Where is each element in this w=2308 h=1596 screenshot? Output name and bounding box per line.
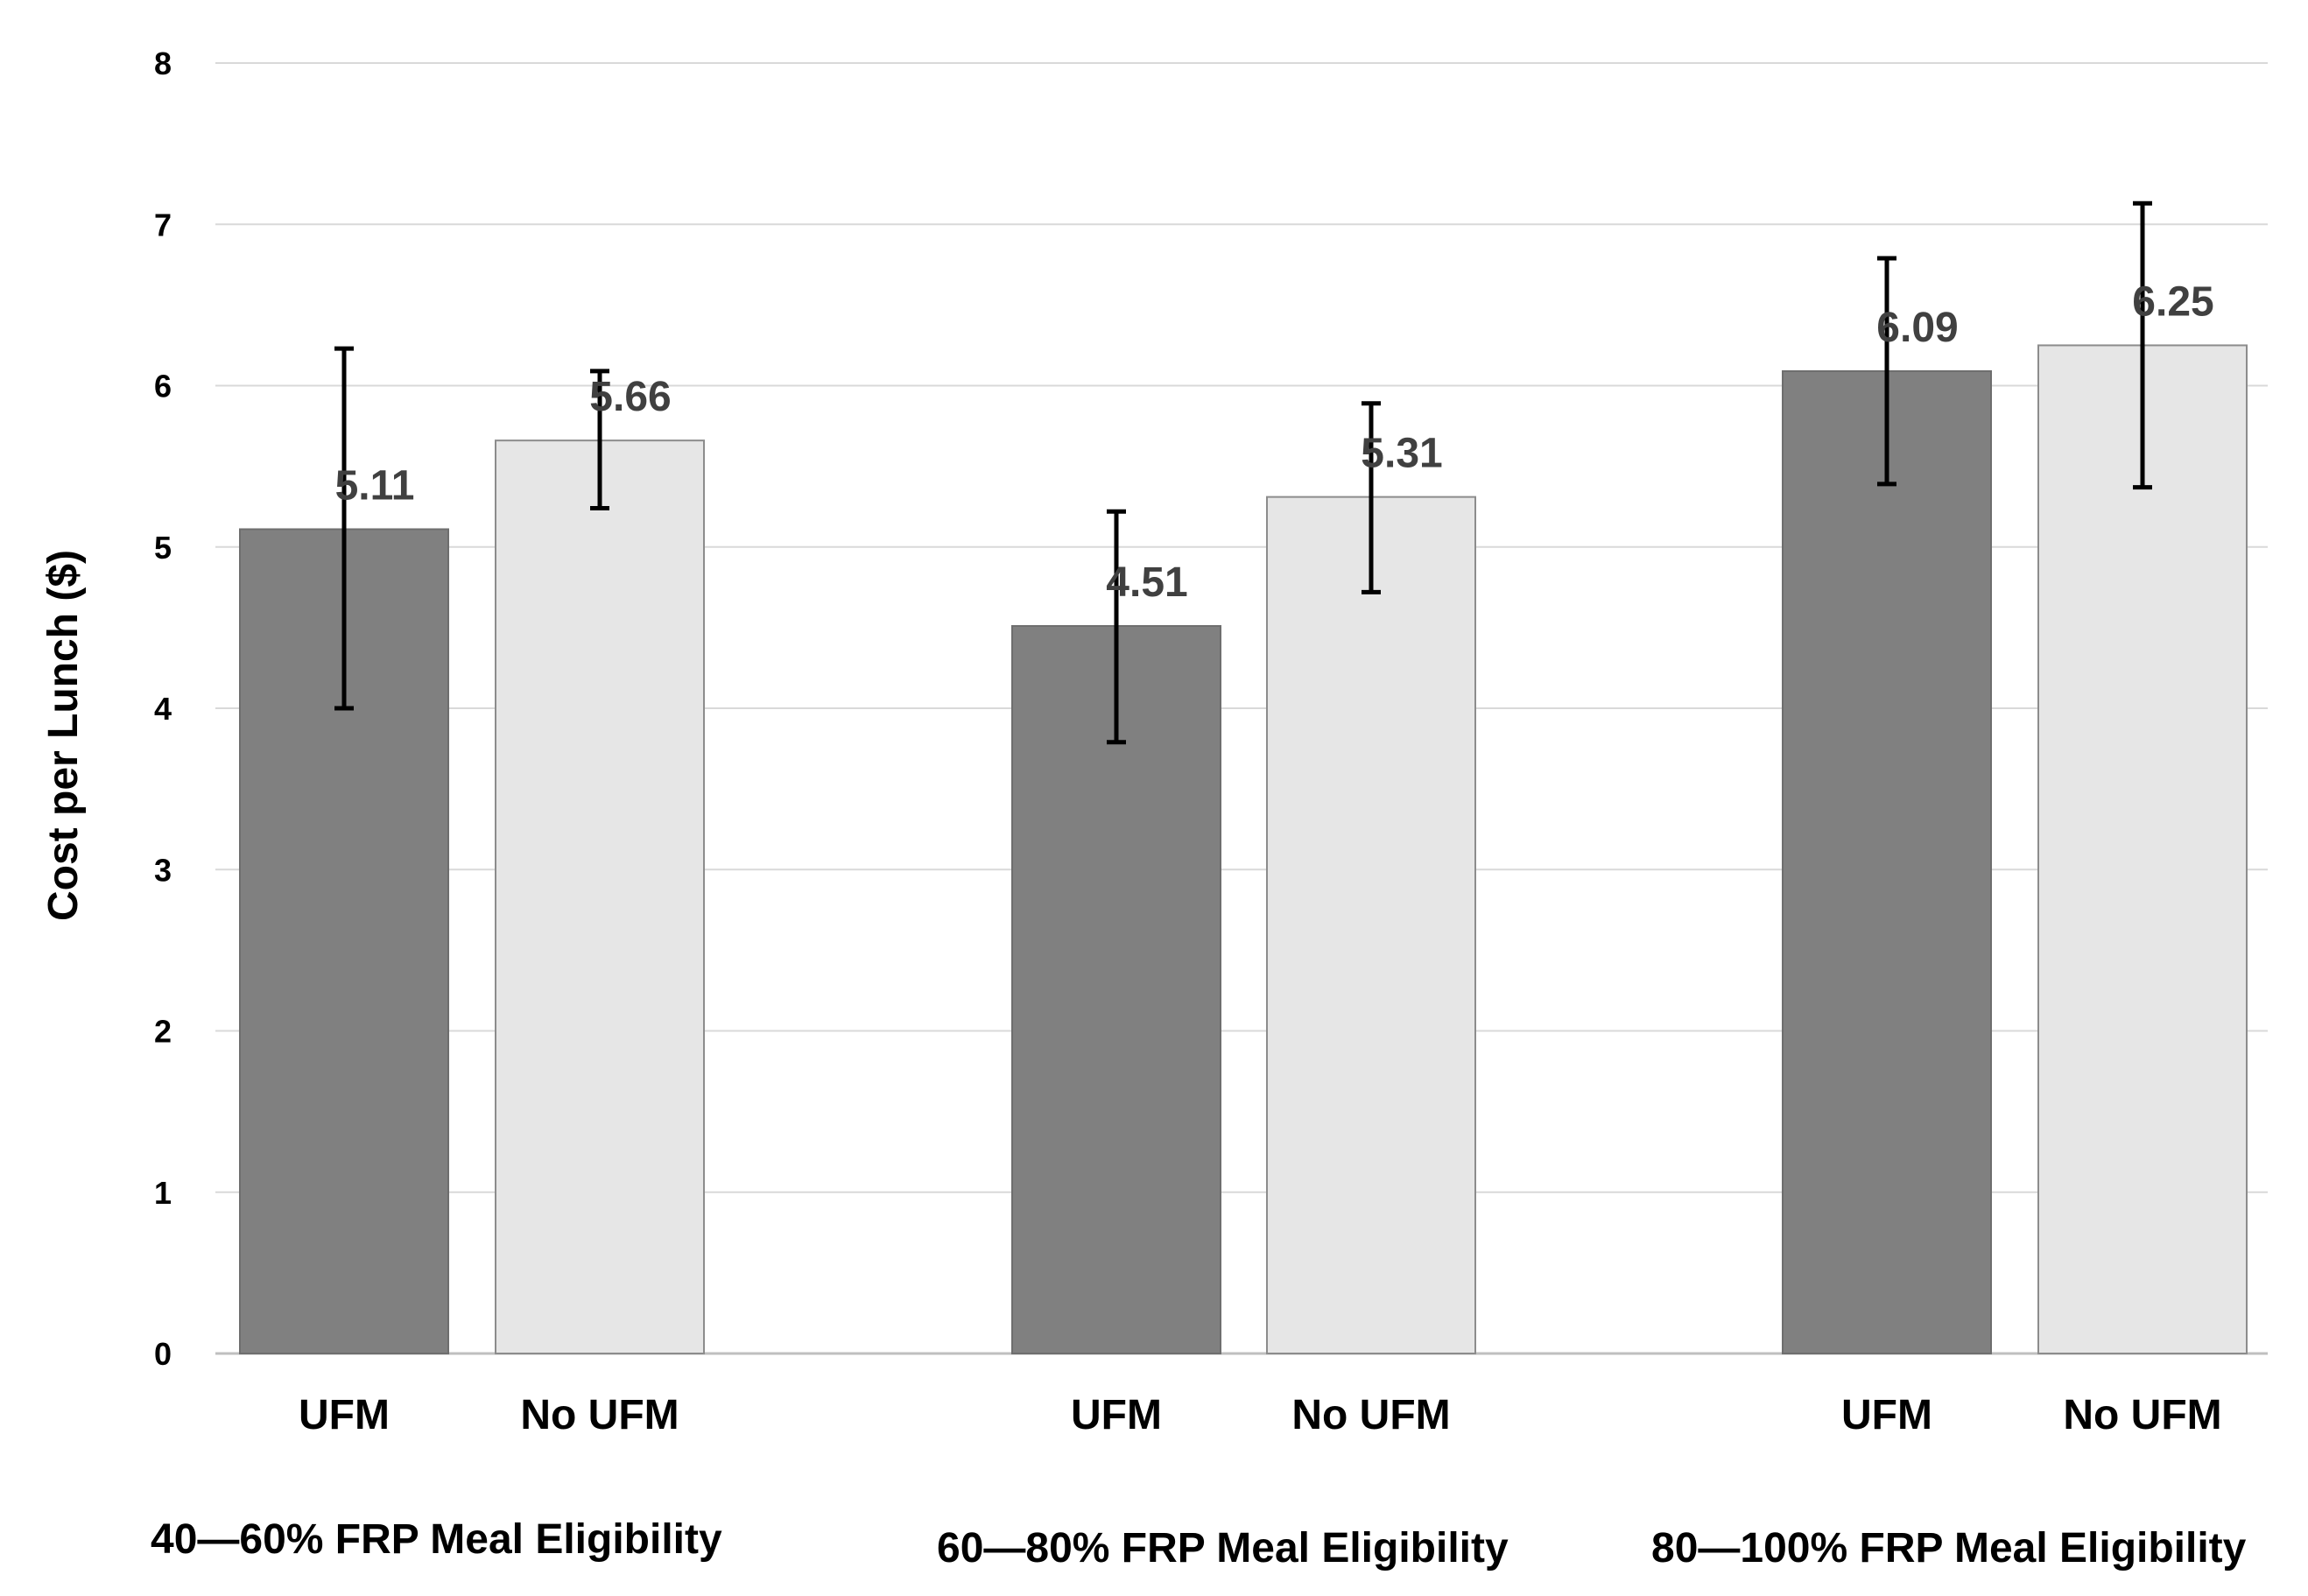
data-label: 5.11	[335, 462, 415, 509]
category-label: No UFM	[1291, 1392, 1450, 1438]
error-bar	[1362, 401, 1381, 594]
group-label: 60—80% FRP Meal Eligibility	[937, 1525, 1509, 1571]
category-label: No UFM	[2063, 1392, 2221, 1438]
y-tick-label: 4	[154, 691, 172, 727]
bar-ufm	[1782, 369, 1992, 1355]
category-label: UFM	[1841, 1392, 1932, 1438]
error-bar	[334, 346, 354, 711]
bar-no-ufm	[1266, 496, 1476, 1354]
error-bar	[590, 369, 609, 511]
error-bars	[334, 200, 2152, 745]
group-labels: 40—60% FRP Meal Eligibility 60—80% FRP Me…	[151, 1516, 2247, 1571]
group-label: 80—100% FRP Meal Eligibility	[1651, 1525, 2247, 1571]
data-label: 4.51	[1106, 559, 1187, 606]
category-label: No UFM	[520, 1392, 679, 1438]
error-bar	[1877, 256, 1896, 487]
data-label: 5.31	[1361, 431, 1442, 477]
y-tick-label: 2	[154, 1014, 172, 1050]
bar-no-ufm	[2037, 344, 2248, 1354]
bar-ufm	[1011, 625, 1221, 1354]
category-label: UFM	[299, 1392, 390, 1438]
y-tick-label: 6	[154, 369, 172, 404]
data-labels: 5.11 5.66 4.51 5.31 6.09 6.25	[335, 278, 2214, 606]
data-label: 5.66	[589, 374, 671, 420]
y-tick-label: 0	[154, 1336, 172, 1372]
data-label: 6.25	[2132, 278, 2213, 325]
y-tick-label: 1	[154, 1175, 172, 1211]
group-label: 40—60% FRP Meal Eligibility	[151, 1516, 722, 1563]
y-tick-label: 8	[154, 46, 172, 81]
y-tick-label: 5	[154, 530, 172, 566]
bars	[239, 344, 2248, 1355]
category-labels: UFM No UFM UFM No UFM UFM No UFM	[299, 1392, 2222, 1438]
y-tick-label: 7	[154, 207, 172, 243]
error-bar	[2133, 200, 2152, 490]
error-bar	[1107, 509, 1126, 745]
category-label: UFM	[1071, 1392, 1162, 1438]
bar-no-ufm	[495, 439, 705, 1354]
y-tick-label: 3	[154, 852, 172, 888]
data-label: 6.09	[1876, 305, 1958, 351]
y-axis-title: Cost per Lunch ($)	[40, 550, 87, 921]
y-axis-ticks: 0 1 2 3 4 5 6 7 8	[154, 46, 172, 1372]
